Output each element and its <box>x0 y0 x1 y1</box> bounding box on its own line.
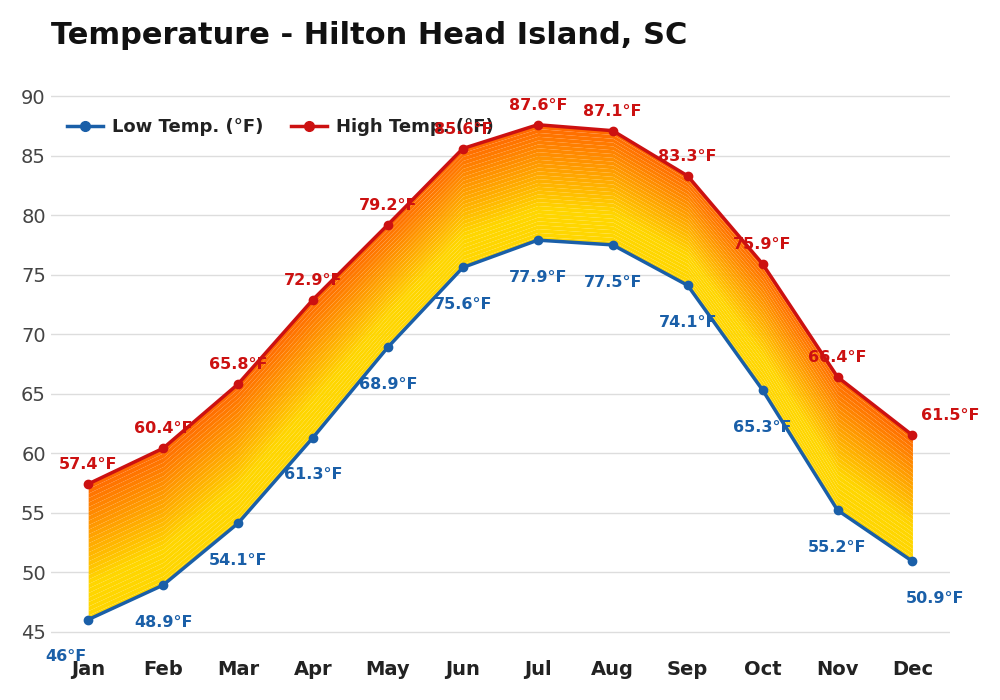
Low Temp. (°F) <box>457 263 469 272</box>
Text: 46°F: 46°F <box>45 650 86 664</box>
Text: 77.5°F: 77.5°F <box>583 274 642 290</box>
Text: 87.1°F: 87.1°F <box>583 104 642 119</box>
High Temp. (°F) <box>832 372 844 381</box>
High Temp. (°F) <box>232 380 244 389</box>
Text: 74.1°F: 74.1°F <box>658 315 717 330</box>
Text: 83.3°F: 83.3°F <box>658 149 717 164</box>
Text: 48.9°F: 48.9°F <box>134 615 192 630</box>
Text: 54.1°F: 54.1°F <box>209 553 267 568</box>
Low Temp. (°F) <box>82 615 94 624</box>
Low Temp. (°F) <box>682 281 694 290</box>
Text: 65.3°F: 65.3°F <box>733 420 792 435</box>
Low Temp. (°F) <box>232 519 244 528</box>
Text: 60.4°F: 60.4°F <box>134 421 192 436</box>
Text: 85.6°F: 85.6°F <box>434 122 492 136</box>
Low Temp. (°F) <box>157 581 169 589</box>
Legend: Low Temp. (°F), High Temp. (°F): Low Temp. (°F), High Temp. (°F) <box>60 111 501 144</box>
Text: 87.6°F: 87.6°F <box>509 98 567 113</box>
Text: 57.4°F: 57.4°F <box>59 457 117 472</box>
Text: 61.5°F: 61.5°F <box>921 408 979 424</box>
Text: 65.8°F: 65.8°F <box>209 357 267 372</box>
Low Temp. (°F) <box>532 236 544 244</box>
Text: Temperature - Hilton Head Island, SC: Temperature - Hilton Head Island, SC <box>51 21 687 50</box>
Text: 72.9°F: 72.9°F <box>284 273 342 288</box>
Low Temp. (°F) <box>906 557 918 566</box>
High Temp. (°F) <box>307 295 319 304</box>
High Temp. (°F) <box>382 220 394 229</box>
Text: 61.3°F: 61.3°F <box>284 468 342 482</box>
High Temp. (°F) <box>532 120 544 129</box>
Low Temp. (°F) <box>307 433 319 442</box>
High Temp. (°F) <box>157 444 169 452</box>
Line: High Temp. (°F): High Temp. (°F) <box>84 120 917 488</box>
Text: 75.6°F: 75.6°F <box>434 298 492 312</box>
Text: 66.4°F: 66.4°F <box>808 350 867 365</box>
High Temp. (°F) <box>82 480 94 488</box>
Text: 75.9°F: 75.9°F <box>733 237 792 252</box>
Low Temp. (°F) <box>607 241 619 249</box>
Text: 68.9°F: 68.9°F <box>359 377 417 392</box>
Low Temp. (°F) <box>832 506 844 514</box>
Text: 50.9°F: 50.9°F <box>906 591 964 606</box>
High Temp. (°F) <box>757 260 769 268</box>
Text: 77.9°F: 77.9°F <box>509 270 567 285</box>
High Temp. (°F) <box>682 172 694 180</box>
High Temp. (°F) <box>457 144 469 153</box>
Text: 55.2°F: 55.2°F <box>808 540 867 555</box>
Line: Low Temp. (°F): Low Temp. (°F) <box>84 236 917 624</box>
Low Temp. (°F) <box>757 386 769 394</box>
High Temp. (°F) <box>607 127 619 135</box>
Text: 79.2°F: 79.2°F <box>359 198 417 213</box>
High Temp. (°F) <box>906 431 918 440</box>
Low Temp. (°F) <box>382 343 394 351</box>
